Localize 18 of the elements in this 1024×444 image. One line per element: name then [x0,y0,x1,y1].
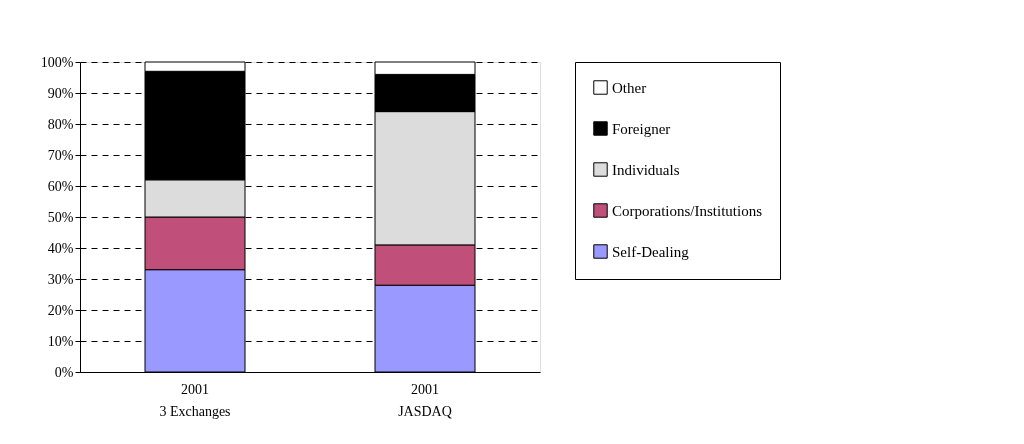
y-tick-label: 10% [47,333,74,349]
x-tick-label: 2001 JASDAQ [398,381,452,419]
y-tick-label: 40% [47,240,74,256]
legend-label: Corporations/Institutions [612,202,763,219]
legend-label: Foreigner [612,120,671,137]
y-tick-label: 100% [40,54,74,70]
x-tick-label: 2001 3 Exchanges [159,381,231,419]
y-tick-label: 50% [47,209,74,225]
y-tick-label: 60% [47,178,74,194]
y-tick-label: 20% [47,302,74,318]
y-tick-label: 90% [47,85,74,101]
y-tick-label: 80% [47,116,74,132]
y-tick-label: 70% [47,147,74,163]
y-tick-label: 30% [47,271,74,287]
y-tick-label: 0% [54,364,74,380]
legend-label: Self-Dealing [612,243,690,260]
legend-label: Other [612,79,647,96]
legend-label: Individuals [612,161,680,178]
